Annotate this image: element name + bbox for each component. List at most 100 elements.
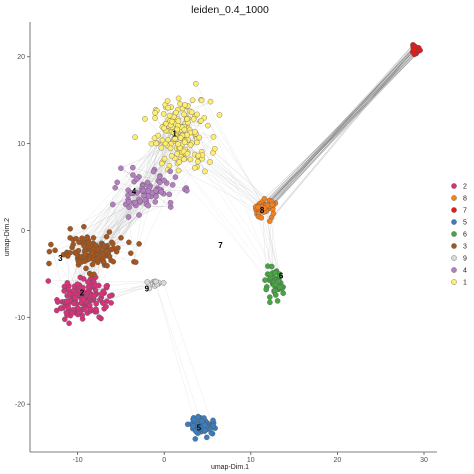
edge-line (164, 158, 270, 281)
data-point-cluster-4 (167, 168, 173, 175)
legend-label-9: 9 (463, 256, 467, 263)
data-point-cluster-1 (158, 160, 165, 167)
edge-line (200, 99, 279, 290)
edge-line (90, 214, 140, 251)
edge-line (163, 282, 214, 427)
data-point-cluster-3 (69, 244, 75, 251)
data-point-cluster-1 (195, 152, 202, 159)
data-point-cluster-2 (61, 288, 67, 294)
data-point-cluster-9 (153, 278, 159, 285)
legend-swatch-9 (451, 255, 457, 261)
data-point-cluster-2 (77, 274, 84, 281)
legend-swatch-6 (451, 231, 457, 237)
data-point-cluster-1 (174, 126, 180, 133)
cluster-label-4: 4 (132, 187, 137, 196)
data-point-cluster-3 (48, 241, 54, 248)
y-tick-label: 20 (17, 54, 25, 61)
edge-line (268, 50, 421, 209)
data-point-cluster-5 (195, 413, 201, 420)
data-point-cluster-6 (276, 284, 283, 291)
data-point-cluster-3 (67, 226, 73, 232)
edge-line (263, 47, 417, 212)
data-points (45, 42, 423, 442)
data-point-cluster-4 (130, 172, 136, 178)
data-point-cluster-1 (192, 165, 198, 171)
cluster-label-8: 8 (260, 206, 265, 215)
edge-line (90, 128, 181, 251)
edge-line (108, 189, 162, 254)
data-point-cluster-2 (45, 278, 52, 284)
data-point-cluster-2 (66, 320, 72, 327)
legend-label-1: 1 (463, 280, 467, 287)
data-point-cluster-1 (194, 139, 200, 146)
data-point-cluster-2 (82, 306, 88, 313)
data-point-cluster-1 (181, 126, 188, 133)
cluster-label-2: 2 (80, 289, 85, 298)
data-point-cluster-9 (160, 280, 167, 286)
data-point-cluster-8 (258, 215, 265, 221)
data-point-cluster-4 (158, 189, 164, 195)
edge-line (201, 100, 264, 206)
data-point-cluster-1 (210, 134, 217, 140)
data-point-cluster-2 (85, 284, 92, 290)
data-point-cluster-4 (126, 199, 132, 205)
data-point-cluster-8 (269, 201, 275, 208)
data-point-cluster-1 (187, 142, 194, 148)
edge-line (159, 125, 171, 182)
data-point-cluster-2 (64, 298, 70, 305)
cluster-labels: 1 2 3 4 5 6 7 8 9 (58, 130, 284, 433)
data-point-cluster-1 (151, 135, 158, 141)
data-point-cluster-2 (64, 280, 71, 286)
data-point-cluster-1 (160, 111, 167, 117)
data-point-cluster-2 (80, 296, 87, 303)
data-point-cluster-4 (130, 164, 136, 171)
data-point-cluster-3 (136, 241, 142, 247)
cluster-label-1: 1 (172, 130, 177, 139)
data-point-cluster-4 (118, 165, 124, 171)
data-point-cluster-3 (84, 235, 90, 241)
edge-line (143, 143, 152, 191)
edge-line (135, 143, 193, 263)
legend-swatch-4 (451, 267, 457, 273)
x-tick-label: 10 (247, 457, 255, 464)
edge-line (136, 148, 177, 180)
edge-line (132, 167, 160, 177)
data-point-cluster-1 (152, 115, 158, 121)
cluster-label-5: 5 (197, 423, 202, 432)
data-point-cluster-3 (46, 260, 52, 267)
data-point-cluster-2 (69, 310, 75, 316)
data-point-cluster-5 (190, 423, 196, 429)
edge-line (112, 204, 122, 238)
data-point-cluster-1 (177, 135, 184, 141)
data-point-cluster-3 (89, 250, 95, 256)
edge-line (189, 129, 274, 206)
data-point-cluster-1 (152, 110, 158, 116)
data-point-cluster-3 (110, 240, 116, 247)
data-point-cluster-4 (169, 182, 176, 188)
legend-swatch-3 (451, 243, 457, 249)
data-point-cluster-3 (89, 261, 96, 268)
data-point-cluster-3 (82, 251, 89, 258)
data-point-cluster-1 (184, 116, 190, 122)
data-point-cluster-3 (126, 239, 132, 246)
data-point-cluster-2 (62, 316, 68, 323)
data-point-cluster-4 (145, 202, 152, 209)
data-point-cluster-6 (274, 298, 281, 304)
data-point-cluster-4 (110, 201, 116, 208)
data-point-cluster-2 (91, 292, 98, 299)
data-point-cluster-1 (175, 95, 182, 102)
data-point-cluster-1 (188, 109, 195, 116)
data-point-cluster-2 (86, 302, 93, 308)
data-point-cluster-4 (134, 190, 140, 196)
data-point-cluster-3 (79, 235, 85, 241)
edge-line (258, 44, 414, 215)
legend-swatch-2 (451, 183, 457, 189)
cluster-label-9: 9 (145, 284, 150, 293)
edge-line (125, 204, 137, 263)
data-point-cluster-2 (54, 299, 61, 305)
data-point-cluster-4 (150, 168, 157, 175)
y-axis-title: umap-Dim.2 (4, 218, 11, 256)
data-point-cluster-1 (166, 112, 173, 119)
edge-line (153, 143, 158, 172)
data-point-cluster-1 (167, 145, 174, 152)
